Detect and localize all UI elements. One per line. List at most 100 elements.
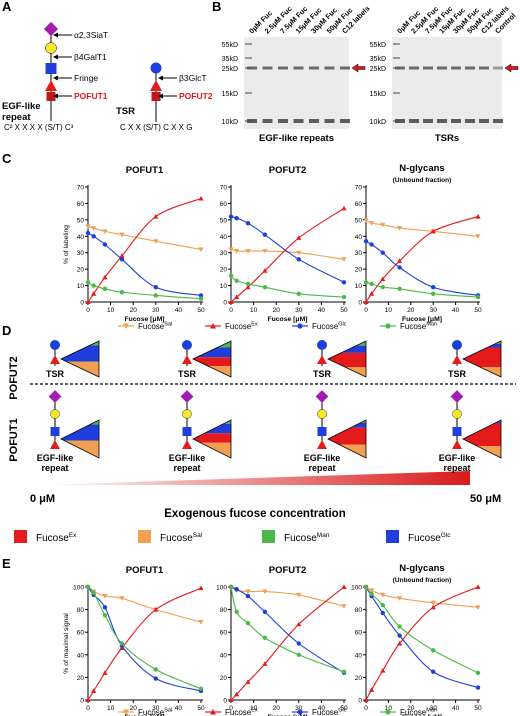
data-point — [369, 291, 375, 296]
mw-marker-label: 15kD — [370, 91, 386, 98]
data-point — [475, 584, 481, 589]
y-tick-label: 0 — [80, 300, 84, 307]
gel-caption: EGF-like repeats — [259, 133, 334, 144]
legend-label: FucoseEx — [36, 532, 77, 544]
protein-band — [324, 119, 335, 123]
x-tick-label: 10 — [107, 705, 115, 712]
x-tick-label: 30 — [295, 307, 303, 314]
wedge-stripe — [61, 341, 99, 346]
egf-sequence: C² X X X X (S/T) C³ — [4, 123, 74, 132]
y-tick-label: 20 — [77, 675, 85, 682]
protein-band — [262, 119, 273, 123]
data-point — [369, 242, 374, 247]
data-point — [85, 299, 91, 304]
fucose-triangle — [182, 355, 192, 364]
chart-title: POFUT2 — [269, 565, 306, 576]
data-point — [85, 697, 91, 702]
data-point — [431, 669, 436, 674]
chart-e-pofut1: POFUT1 0 20 40 60 80 100 0 10 20 30 40 50 Fucose [μM]… — [63, 565, 205, 716]
data-point — [262, 661, 268, 666]
chart-title: POFUT2 — [269, 165, 306, 176]
tsr-wedge-3 — [462, 340, 502, 378]
data-point — [341, 280, 347, 285]
axis-title-concentration: Exogenous fucose concentration — [164, 508, 345, 520]
data-point — [397, 226, 403, 231]
data-point — [397, 258, 403, 263]
fucose-triangle — [317, 355, 327, 364]
data-point — [245, 593, 251, 599]
data-point — [369, 591, 374, 596]
protein-band — [395, 119, 405, 123]
data-point — [380, 285, 385, 290]
mw-marker-label: 35kD — [222, 56, 238, 63]
tsr-glycan-2: TSR — [313, 340, 332, 379]
series-ex — [228, 584, 347, 702]
wedge-outline — [462, 419, 502, 459]
wedge-stripe — [328, 345, 366, 353]
data-point — [397, 265, 402, 270]
fucose-triangle — [317, 440, 327, 449]
enzyme-label-fringe: Fringe — [74, 73, 98, 83]
data-point — [475, 605, 481, 610]
data-point — [85, 230, 91, 236]
protein-band — [395, 66, 405, 70]
data-point — [380, 668, 386, 673]
data-point — [262, 635, 268, 641]
data-point — [397, 286, 402, 292]
data-point — [234, 249, 240, 254]
legend-item-ex: FucoseEx — [205, 322, 258, 331]
wedge-stripe — [328, 420, 366, 423]
data-point — [198, 686, 204, 691]
y-tick-label: 0 — [358, 300, 362, 307]
data-point — [296, 641, 301, 646]
legend-marker — [210, 709, 216, 715]
data-point — [91, 283, 96, 288]
x-tick-label: 20 — [130, 705, 138, 712]
data-point — [245, 620, 251, 626]
glucose-circle — [452, 340, 462, 350]
wedge-outline — [60, 419, 100, 459]
protein-band — [465, 119, 475, 123]
ladder-band — [393, 57, 400, 59]
galactose-circle — [50, 409, 60, 419]
data-point — [397, 633, 402, 638]
tsr-sequence: C X X (S/T) C X X G — [120, 123, 192, 132]
series-line — [365, 586, 479, 674]
y-tick-label: 40 — [77, 652, 85, 659]
mw-marker-label: 55kD — [222, 42, 238, 49]
y-tick-label: 0 — [223, 300, 227, 307]
y-tick-label: 10 — [220, 283, 228, 290]
data-point — [102, 613, 108, 618]
y-tick-label: 20 — [220, 675, 228, 682]
data-point — [369, 687, 375, 692]
chart-e-pofut2: POFUT2 0 20 40 60 80 100 0 10 20 30 40 50 Fucose [μM] — [216, 565, 348, 716]
data-point — [475, 670, 481, 676]
data-point — [380, 276, 386, 281]
wedge-stripe — [61, 424, 99, 441]
x-axis-label: Fucose [μM] — [124, 714, 164, 716]
egf-label-line2: repeat — [173, 463, 200, 473]
data-point — [234, 587, 239, 592]
data-point — [245, 589, 251, 595]
conc-start-label: 0 μM — [30, 493, 55, 505]
data-point — [380, 250, 385, 255]
data-point — [85, 280, 91, 285]
ladder-band — [245, 92, 252, 94]
data-point — [262, 268, 268, 273]
line-charts: POFUT1 0 10 20 30 40 50 60 70 0 10 20 30 40 50 Fucose [… — [63, 163, 482, 716]
y-tick-label: 0 — [358, 698, 362, 705]
y-tick-label: 80 — [355, 607, 363, 614]
series-glc — [85, 230, 204, 298]
data-point — [234, 278, 239, 283]
protein-band — [409, 66, 419, 70]
mw-marker-label: 55kD — [370, 42, 386, 49]
fucose-triangle — [452, 440, 462, 449]
x-tick-label: 20 — [407, 307, 415, 314]
data-point — [85, 224, 91, 230]
wedge-stripe — [328, 367, 366, 377]
legend-marker — [123, 709, 129, 715]
legend-label: FucoseGlc — [408, 532, 451, 544]
glucose-circle — [150, 62, 162, 74]
legend-marker — [210, 323, 216, 329]
